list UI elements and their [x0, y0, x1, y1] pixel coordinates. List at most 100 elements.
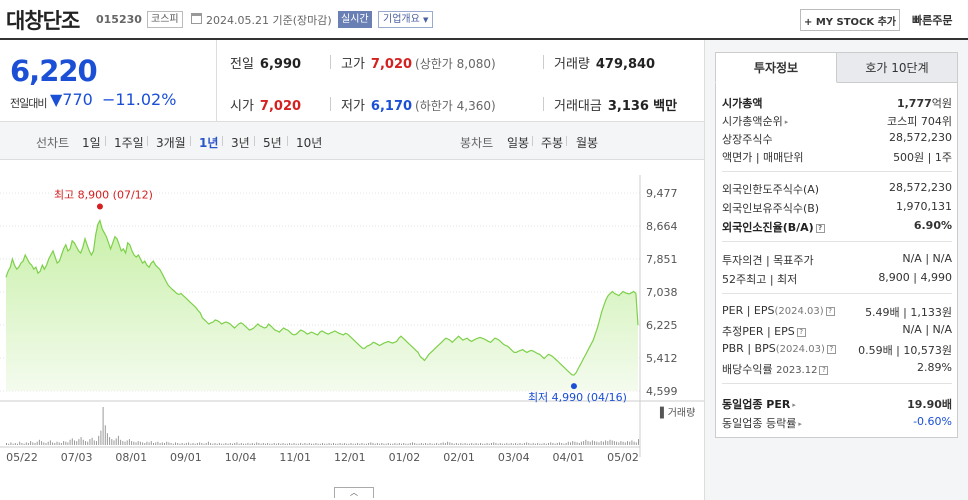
market-cap-rank-label: 시가총액순위: [722, 115, 783, 128]
divider: [287, 136, 288, 146]
current-price-panel: 6,220 전일대비 ▼770 −11.02%: [0, 40, 217, 122]
volume-bar: [304, 443, 306, 445]
volume-bar: [142, 442, 144, 445]
volume-bar: [313, 443, 315, 445]
info-icon[interactable]: ?: [815, 223, 825, 233]
volume-bar: [144, 443, 146, 445]
volume-bar: [159, 443, 161, 445]
my-stock-add-button[interactable]: + MY STOCK 추가: [800, 9, 900, 31]
volume-bar: [133, 441, 135, 445]
volume-bar: [545, 443, 547, 445]
open-value: 7,020: [259, 99, 302, 114]
period-5y[interactable]: 5년: [263, 136, 282, 150]
volume-bar: [359, 443, 361, 445]
prev-close: 전일 6,990: [230, 53, 301, 72]
period-1w[interactable]: 1주일: [114, 136, 144, 150]
volume-bar: [80, 437, 82, 445]
volume-bar: [570, 442, 571, 445]
info-icon[interactable]: ?: [796, 327, 806, 337]
volume-bar: [589, 441, 591, 445]
caret-right-icon: ▸: [792, 401, 796, 409]
market-cap-unit: 억원: [931, 97, 952, 110]
volume-bar: [587, 441, 589, 445]
volume-bar: [6, 443, 7, 445]
divider: [222, 136, 223, 146]
x-tick-label: 09/01: [170, 451, 202, 464]
volume-bar: [611, 440, 613, 445]
volume-bar: [607, 441, 609, 445]
tab-hoga[interactable]: 호가 10단계: [836, 52, 958, 83]
period-1d[interactable]: 1일: [82, 136, 101, 150]
price-chart[interactable]: 9,477 8,664 7,851 7,038 6,225 5,412 4,599 최고 8…: [0, 160, 704, 500]
volume-bar: [449, 442, 451, 445]
company-overview-dropdown[interactable]: 기업개요 ▼: [378, 11, 434, 28]
period-3y[interactable]: 3년: [231, 136, 250, 150]
info-icon[interactable]: ?: [826, 344, 836, 354]
volume-bar: [370, 442, 372, 445]
volume-bar: [201, 443, 203, 445]
volume-bar: [552, 443, 554, 445]
market-cap-rank-row: 시가총액순위 ▸ 코스피 704위: [722, 113, 952, 131]
pbr-label: PBR | BPS: [722, 342, 776, 355]
volume-bar: [192, 443, 194, 445]
volume-bar: [466, 443, 468, 445]
period-3m[interactable]: 3개월: [156, 136, 186, 150]
volume-bar: [36, 441, 38, 445]
volume-bar: [115, 438, 117, 445]
volume-bar: [291, 443, 293, 445]
volume-bar: [565, 443, 567, 445]
quick-order-button[interactable]: 빠른주문: [912, 14, 953, 27]
volume-bar: [43, 442, 45, 445]
low-label: 저가: [341, 99, 365, 114]
volume-bar: [330, 443, 332, 445]
volume-bar: [576, 442, 578, 445]
candle-weekly[interactable]: 주봉: [541, 136, 564, 150]
volume-bar: [45, 443, 47, 445]
volume-bar: [214, 443, 216, 445]
candle-daily[interactable]: 일봉: [507, 136, 530, 150]
foreign-hold-row: 외국인보유주식수(B) 1,970,131: [722, 200, 952, 218]
volume-bar: [488, 443, 490, 445]
par-value: 500원 | 1주: [893, 151, 952, 164]
volume-bar: [280, 443, 282, 445]
divider: [566, 136, 567, 146]
info-icon[interactable]: ?: [819, 365, 829, 375]
volume-bar: [376, 443, 378, 445]
x-tick-label: 11/01: [279, 451, 311, 464]
realtime-button[interactable]: 실시간: [338, 11, 372, 28]
volume-bar: [548, 443, 549, 445]
volume-bar: [442, 442, 444, 445]
volume-bar: [12, 443, 14, 445]
volume-bar: [379, 443, 381, 445]
x-tick-label: 05/22: [6, 451, 38, 464]
volume-bar: [409, 443, 411, 445]
volume-bar: [491, 443, 492, 445]
chevron-up-icon[interactable]: ︿: [334, 487, 374, 498]
volume-bar: [243, 443, 244, 445]
volume-bar: [328, 443, 330, 445]
volume-bar: [139, 441, 141, 445]
period-10y[interactable]: 10년: [296, 136, 323, 150]
period-1y[interactable]: 1년: [199, 136, 219, 150]
volume-bar: [227, 443, 229, 445]
candle-monthly[interactable]: 월봉: [576, 136, 599, 150]
chevron-down-icon: ▼: [423, 16, 429, 24]
volume-bar: [480, 443, 481, 445]
volume-bar: [622, 441, 624, 445]
info-icon[interactable]: ?: [825, 306, 835, 316]
volume-bar: [431, 443, 433, 445]
volume-bar: [126, 440, 128, 445]
tab-invest-info[interactable]: 투자정보: [715, 52, 837, 83]
volume-bar: [212, 443, 214, 445]
calendar-icon: [191, 13, 202, 24]
volume-bar: [534, 443, 536, 445]
volume-bar: [521, 443, 523, 445]
volume-bar: [455, 443, 457, 445]
volume-bar: [218, 443, 220, 445]
volume-bar: [341, 443, 343, 445]
y-tick-label: 7,851: [646, 253, 678, 266]
pbr-period: (2024.03): [775, 344, 825, 355]
volume-bar: [100, 430, 102, 445]
volume-bar: [418, 443, 420, 445]
market-badge: 코스피: [147, 11, 183, 28]
